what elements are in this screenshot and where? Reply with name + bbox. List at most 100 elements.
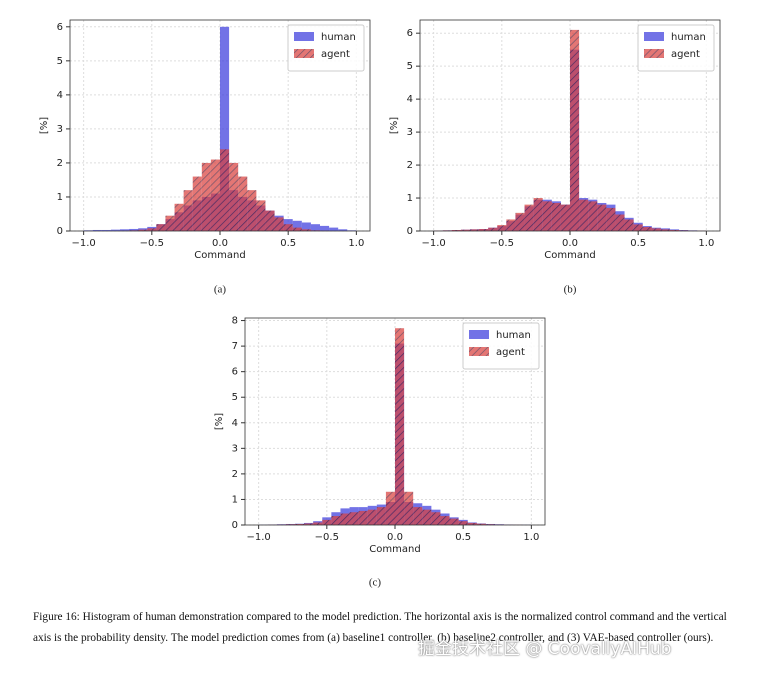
legend-label: human	[496, 330, 531, 341]
histogram-bar	[304, 523, 314, 525]
histogram-bar	[642, 227, 652, 231]
y-tick-label: 0	[407, 226, 413, 237]
histogram-bar	[542, 201, 552, 231]
y-tick-label: 4	[407, 94, 413, 105]
y-tick-label: 5	[232, 392, 238, 403]
y-tick-label: 8	[232, 316, 238, 327]
subfigure-caption: (a)	[214, 284, 227, 296]
histogram-bar	[476, 523, 486, 525]
histogram-bar	[669, 230, 680, 231]
histogram-bar	[588, 201, 598, 231]
legend-label: agent	[496, 347, 525, 358]
legend-label: agent	[321, 49, 350, 60]
histogram-bar	[229, 162, 239, 231]
histogram-bar	[92, 229, 102, 231]
y-tick-label: 6	[407, 28, 413, 39]
y-tick-label: 0	[232, 520, 238, 531]
x-tick-label: −0.5	[490, 238, 514, 249]
histogram-bar	[201, 162, 211, 231]
figure-caption: Figure 16: Histogram of human demonstrat…	[33, 611, 727, 644]
figure: 0 1 2 3 4 5 6 −1.0 −0.5 0.0 0.5 1.0 Command [%] human a…	[39, 19, 721, 589]
histogram-bar	[615, 214, 625, 231]
histogram-bar	[358, 510, 368, 525]
histogram-bar	[395, 328, 405, 525]
histogram-bar	[295, 523, 305, 525]
y-tick-label: 0	[57, 226, 63, 237]
legend-label: agent	[671, 49, 700, 60]
histogram-bar	[120, 229, 130, 231]
histogram-bar	[210, 159, 220, 231]
x-tick-label: −1.0	[246, 532, 270, 543]
histogram-bar	[524, 204, 534, 231]
histogram-bar	[340, 513, 350, 525]
histogram-bar	[247, 190, 257, 231]
histogram-bar	[467, 522, 477, 525]
histogram-bar	[579, 199, 589, 231]
x-tick-label: 0.0	[562, 238, 578, 249]
histogram-bar	[624, 219, 634, 231]
y-tick-label: 5	[407, 61, 413, 72]
histogram-bar	[220, 26, 230, 231]
histogram-bar	[597, 204, 607, 231]
histogram-bar	[319, 225, 330, 231]
legend-swatch	[469, 347, 489, 356]
x-axis-label: Command	[194, 250, 245, 261]
y-axis-label: [%]	[214, 413, 225, 430]
histogram-bar	[165, 215, 175, 231]
histogram-bar	[606, 207, 616, 231]
y-tick-label: 3	[57, 124, 63, 135]
legend-swatch	[294, 32, 314, 41]
histogram-bar	[183, 190, 193, 231]
y-tick-label: 3	[407, 127, 413, 138]
histogram-bar	[451, 230, 461, 231]
y-tick-label: 2	[57, 158, 63, 169]
histogram-bar	[460, 229, 471, 231]
histogram-bar	[292, 220, 302, 231]
plot-frame	[244, 317, 546, 526]
y-tick-label: 6	[232, 367, 238, 378]
histogram-bar	[431, 512, 441, 525]
histogram-bar	[338, 229, 348, 231]
histogram-bar	[220, 149, 230, 231]
histogram-bar	[331, 516, 341, 525]
histogram-bar	[660, 229, 670, 231]
histogram-bar	[283, 224, 293, 231]
histogram-bar	[422, 509, 432, 525]
histogram-bar	[138, 229, 148, 231]
histogram-bar	[238, 176, 248, 231]
histogram-bar	[101, 229, 111, 231]
histogram-bar	[404, 491, 414, 525]
histogram-bar	[301, 229, 311, 231]
histogram-bar	[470, 229, 480, 231]
histogram-bar	[256, 200, 266, 231]
histogram-bar	[533, 198, 543, 231]
y-tick-label: 1	[407, 193, 413, 204]
y-tick-label: 5	[57, 56, 63, 67]
histogram-bar	[110, 229, 121, 231]
x-tick-label: 1.0	[523, 532, 539, 543]
x-tick-label: 1.0	[348, 238, 364, 249]
histogram-bar	[313, 522, 323, 525]
histogram-bar	[506, 219, 516, 231]
histogram-bar	[376, 507, 386, 525]
y-tick-label: 3	[232, 443, 238, 454]
y-tick-label: 2	[407, 160, 413, 171]
histogram-bar	[440, 516, 450, 525]
subfigure-caption: (c)	[369, 577, 382, 589]
legend-label: human	[321, 32, 356, 43]
histogram-bar	[458, 521, 468, 525]
x-tick-label: −0.5	[315, 532, 339, 543]
histogram-bar	[560, 204, 570, 231]
histogram-bar	[301, 222, 311, 231]
histogram-bar	[515, 212, 525, 231]
x-tick-label: −0.5	[140, 238, 164, 249]
x-tick-label: 0.0	[387, 532, 403, 543]
histogram-bar	[329, 227, 339, 231]
histogram-bar	[413, 507, 423, 525]
histogram-bar	[292, 227, 302, 231]
x-tick-label: 1.0	[698, 238, 714, 249]
x-axis-label: Command	[369, 544, 420, 555]
plot-frame	[419, 19, 721, 232]
histogram-bar	[551, 202, 561, 231]
